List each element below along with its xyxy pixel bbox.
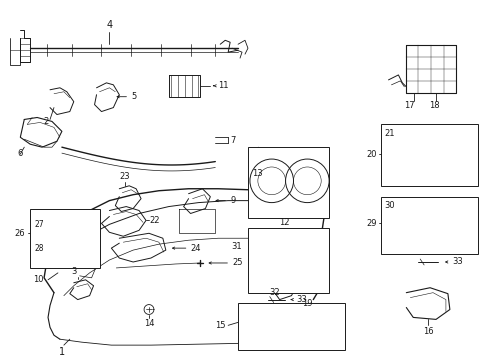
Text: 26: 26 — [14, 229, 25, 238]
Text: 30: 30 — [384, 201, 394, 210]
Text: 15: 15 — [214, 321, 225, 330]
Bar — [30, 208, 99, 268]
Text: 12: 12 — [279, 219, 289, 228]
Text: 18: 18 — [428, 101, 438, 110]
Text: 17: 17 — [404, 101, 414, 110]
Text: 23: 23 — [119, 172, 130, 181]
Text: 28: 28 — [34, 244, 43, 253]
Text: 9: 9 — [230, 196, 235, 205]
Text: 22: 22 — [149, 216, 159, 225]
Text: 10: 10 — [34, 275, 44, 284]
Text: 2: 2 — [43, 117, 49, 126]
Bar — [238, 302, 344, 350]
Text: 32: 32 — [269, 288, 280, 297]
Text: 31: 31 — [231, 242, 242, 251]
Text: 16: 16 — [422, 327, 432, 336]
Text: 33: 33 — [451, 257, 462, 266]
Text: 5: 5 — [131, 92, 136, 101]
Text: 1: 1 — [59, 347, 65, 357]
Text: 19: 19 — [302, 299, 312, 308]
Bar — [380, 125, 477, 186]
Text: 24: 24 — [190, 244, 201, 253]
Text: 11: 11 — [218, 81, 228, 90]
Text: 4: 4 — [106, 21, 112, 30]
Text: 7: 7 — [230, 136, 235, 145]
Text: 27: 27 — [34, 220, 44, 229]
Text: 21: 21 — [384, 129, 394, 138]
Text: 25: 25 — [232, 258, 242, 267]
Text: 6: 6 — [17, 149, 22, 158]
Text: 3: 3 — [71, 267, 76, 276]
Bar — [247, 228, 328, 293]
Text: 13: 13 — [251, 170, 262, 179]
Text: 20: 20 — [366, 150, 376, 159]
Text: 29: 29 — [366, 219, 376, 228]
Text: 14: 14 — [143, 319, 154, 328]
Bar — [247, 147, 328, 219]
Text: 33: 33 — [296, 295, 306, 304]
Bar — [380, 197, 477, 254]
Text: 8: 8 — [311, 281, 316, 290]
